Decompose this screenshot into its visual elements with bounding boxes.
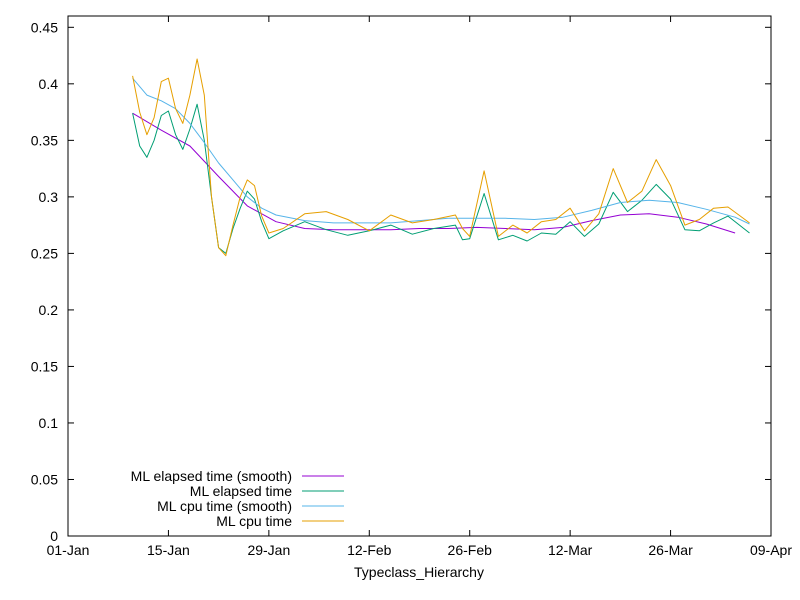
plot-border	[67, 15, 772, 537]
x-axis-label: Typeclass_Hierarchy	[354, 564, 484, 580]
x-axis: 01-Jan 15-Jan 29-Jan 12-Feb 26-Feb 12-Mar 26-M…	[47, 16, 792, 558]
y-tick-label: 0.3	[39, 189, 59, 205]
y-tick-label: 0.1	[39, 415, 59, 431]
y-tick-label: 0.05	[31, 471, 58, 487]
legend-label: ML cpu time (smooth)	[157, 498, 292, 514]
legend: ML elapsed time (smooth)ML elapsed timeM…	[131, 468, 344, 529]
y-tick-label: 0.4	[39, 76, 59, 92]
x-tick-label: 15-Jan	[147, 542, 190, 558]
x-tick-label: 26-Mar	[648, 542, 693, 558]
series-line-2	[132, 77, 750, 225]
series-line-1	[132, 103, 750, 254]
x-tick-label: 12-Mar	[548, 542, 593, 558]
y-tick-label: 0.15	[31, 358, 58, 374]
x-tick-label: 09-Apr	[750, 542, 792, 558]
plot-area	[67, 15, 772, 537]
y-tick-label: 0.2	[39, 302, 59, 318]
y-tick-label: 0	[50, 528, 58, 544]
series-line-0	[132, 112, 736, 234]
legend-label: ML cpu time	[216, 513, 292, 529]
x-tick-label: 26-Feb	[448, 542, 493, 558]
y-tick-label: 0.45	[31, 19, 58, 35]
series-layer	[132, 58, 750, 257]
x-tick-label: 29-Jan	[247, 542, 290, 558]
y-axis: 0 0.05 0.1 0.15 0.2 0.25 0.3 0.35 0.4 0.45	[31, 19, 771, 544]
x-tick-label: 01-Jan	[47, 542, 90, 558]
legend-label: ML elapsed time (smooth)	[131, 468, 292, 484]
y-tick-label: 0.35	[31, 132, 58, 148]
y-tick-label: 0.25	[31, 245, 58, 261]
series-line-3	[132, 58, 750, 257]
x-tick-label: 12-Feb	[347, 542, 392, 558]
legend-label: ML elapsed time	[190, 483, 292, 499]
